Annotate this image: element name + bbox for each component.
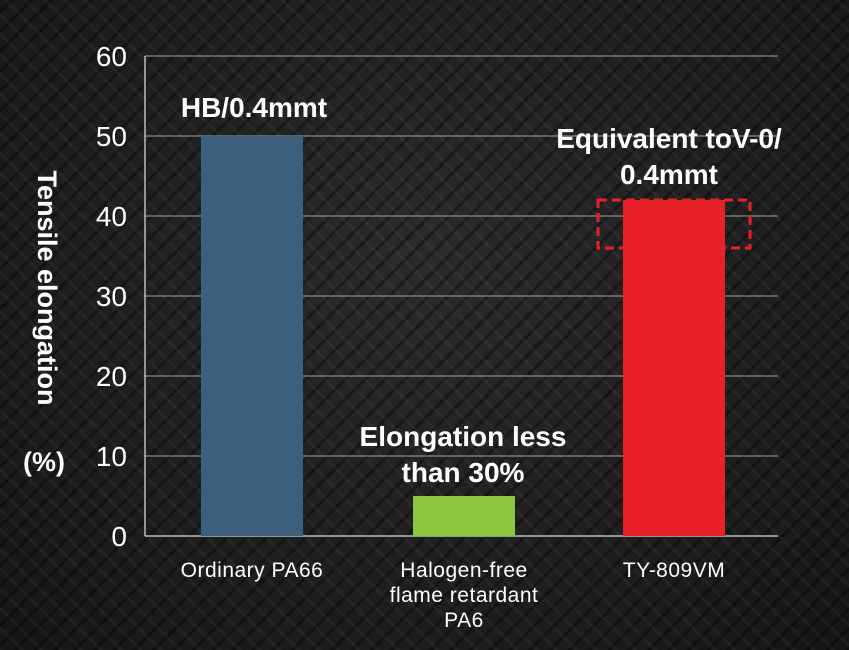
bar-annotation: 0.4mmt [620,159,718,190]
y-tick-label: 60 [96,41,127,72]
y-axis-unit: (%) [23,447,65,477]
bar-annotation: HB/0.4mmt [181,92,327,123]
y-tick-label: 30 [96,281,127,312]
bar [201,136,303,536]
x-tick-label: Ordinary PA66 [181,559,324,582]
bar-annotation: Elongation less [360,421,567,452]
y-axis-title: Tensile elongation [32,170,62,405]
bar-annotation: Equivalent toV-0/ [556,123,782,154]
y-tick-label: 20 [96,361,127,392]
y-tick-label: 10 [96,441,127,472]
dashed-highlight-box [596,198,752,250]
x-tick-label: Halogen-free [400,559,527,582]
bar-annotation: than 30% [402,457,525,488]
y-tick-label: 50 [96,121,127,152]
y-tick-label: 0 [111,521,127,552]
bar [413,496,515,536]
y-tick-label: 40 [96,201,127,232]
x-tick-label: flame retardant [390,584,539,607]
x-tick-label: PA6 [444,609,484,632]
x-tick-label: TY-809VM [623,559,725,582]
bar [623,200,725,536]
